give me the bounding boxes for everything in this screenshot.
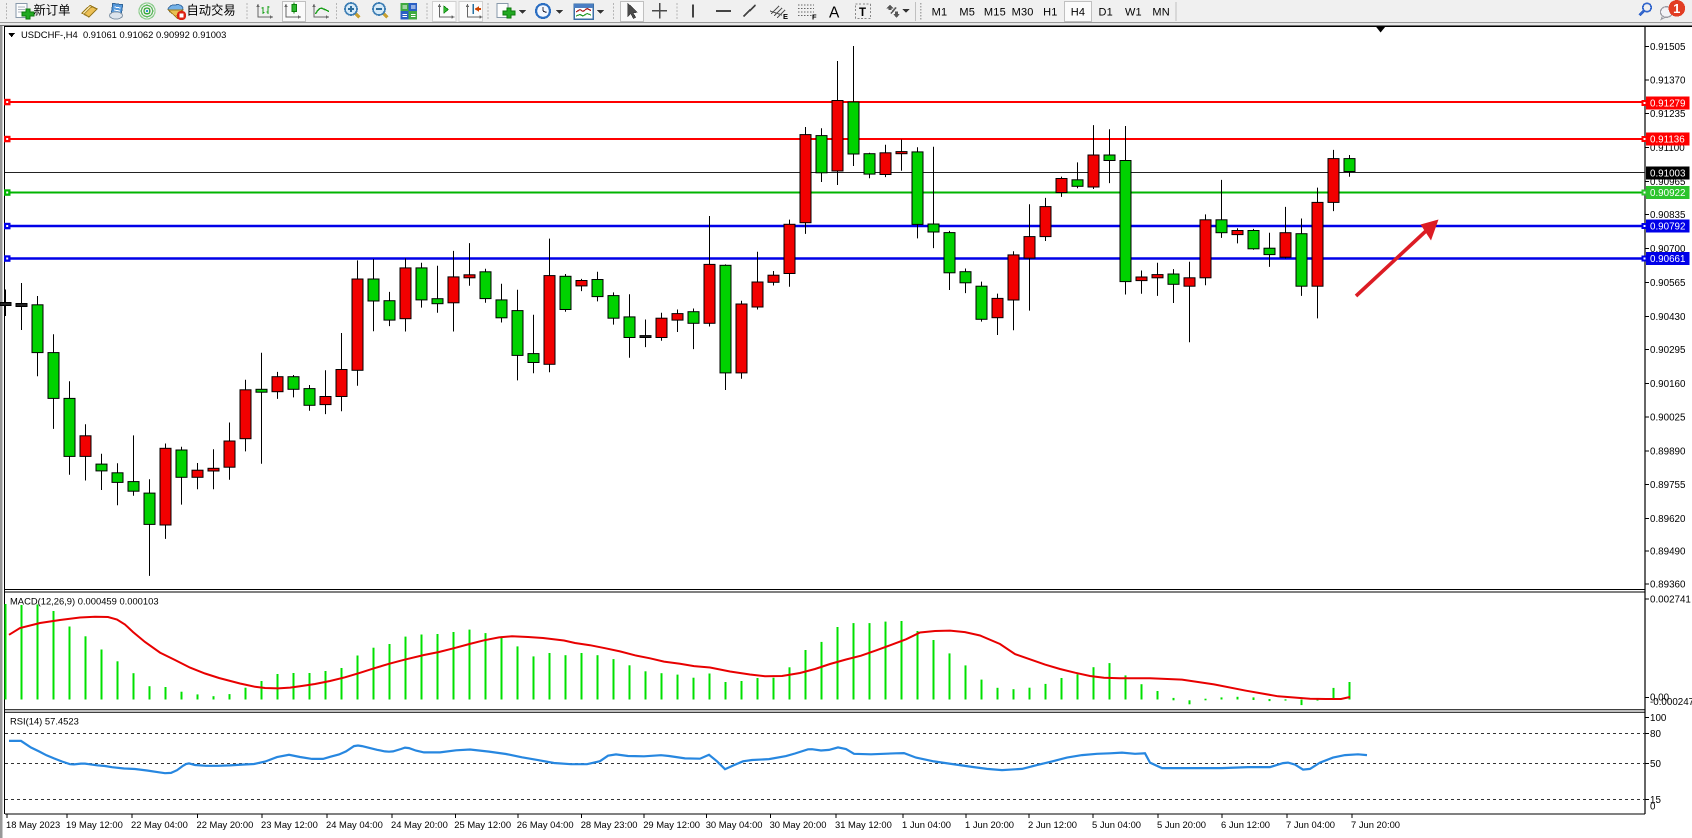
- svg-text:A: A: [829, 5, 840, 22]
- svg-text:0.90025: 0.90025: [1650, 413, 1686, 424]
- svg-text:-0.000247: -0.000247: [1650, 697, 1692, 708]
- svg-text:1: 1: [1673, 1, 1680, 16]
- svg-text:0.90922: 0.90922: [1650, 188, 1685, 199]
- svg-text:H4: H4: [1071, 6, 1085, 18]
- svg-text:1 Jun 04:00: 1 Jun 04:00: [902, 819, 951, 830]
- svg-text:0.90295: 0.90295: [1650, 345, 1686, 356]
- svg-text:30 May 04:00: 30 May 04:00: [706, 819, 763, 830]
- svg-text:0.91235: 0.91235: [1650, 109, 1686, 120]
- svg-text:0.91370: 0.91370: [1650, 76, 1686, 87]
- svg-text:M5: M5: [959, 6, 975, 18]
- svg-text:5 Jun 04:00: 5 Jun 04:00: [1092, 819, 1141, 830]
- svg-text:0.90661: 0.90661: [1650, 254, 1685, 265]
- svg-text:28 May 23:00: 28 May 23:00: [581, 819, 638, 830]
- svg-text:M15: M15: [984, 6, 1006, 18]
- svg-text:24 May 20:00: 24 May 20:00: [391, 819, 448, 830]
- svg-text:19 May 12:00: 19 May 12:00: [66, 819, 123, 830]
- svg-text:5 Jun 20:00: 5 Jun 20:00: [1157, 819, 1206, 830]
- svg-text:7 Jun 20:00: 7 Jun 20:00: [1351, 819, 1400, 830]
- svg-text:0.90565: 0.90565: [1650, 278, 1686, 289]
- svg-text:15: 15: [1650, 795, 1661, 806]
- svg-text:24 May 04:00: 24 May 04:00: [326, 819, 383, 830]
- svg-text:0.90835: 0.90835: [1650, 210, 1686, 221]
- svg-text:0.90792: 0.90792: [1650, 222, 1685, 233]
- svg-text:26 May 04:00: 26 May 04:00: [517, 819, 574, 830]
- svg-text:0.91279: 0.91279: [1650, 99, 1685, 110]
- svg-text:D1: D1: [1098, 6, 1112, 18]
- svg-text:0.89755: 0.89755: [1650, 480, 1686, 491]
- svg-text:0.91003: 0.91003: [1650, 169, 1686, 180]
- svg-text:F: F: [812, 13, 817, 22]
- svg-text:0.89360: 0.89360: [1650, 580, 1686, 591]
- svg-text:0.90160: 0.90160: [1650, 379, 1686, 390]
- svg-text:0.90430: 0.90430: [1650, 312, 1686, 323]
- svg-text:0.91505: 0.91505: [1650, 42, 1686, 53]
- svg-text:USDCHF-,H4 0.91061 0.91062 0.: USDCHF-,H4 0.91061 0.91062 0.90992 0.910…: [21, 29, 226, 40]
- svg-text:MN: MN: [1152, 6, 1170, 18]
- svg-text:22 May 04:00: 22 May 04:00: [131, 819, 188, 830]
- svg-text:100: 100: [1650, 713, 1667, 724]
- svg-text:22 May 20:00: 22 May 20:00: [197, 819, 254, 830]
- svg-text:30 May 20:00: 30 May 20:00: [770, 819, 827, 830]
- svg-text:MACD(12,26,9) 0.000459 0.00010: MACD(12,26,9) 0.000459 0.000103: [10, 596, 159, 607]
- svg-text:29 May 12:00: 29 May 12:00: [643, 819, 700, 830]
- svg-text:M1: M1: [932, 6, 948, 18]
- svg-text:0: 0: [1650, 802, 1656, 813]
- svg-text:0.89620: 0.89620: [1650, 514, 1686, 525]
- svg-text:0.90965: 0.90965: [1650, 177, 1686, 188]
- svg-text:31 May 12:00: 31 May 12:00: [835, 819, 892, 830]
- svg-text:23 May 12:00: 23 May 12:00: [261, 819, 318, 830]
- svg-text:0.91136: 0.91136: [1650, 135, 1685, 146]
- svg-text:0.91100: 0.91100: [1650, 143, 1685, 154]
- svg-text:W1: W1: [1125, 6, 1142, 18]
- svg-text:RSI(14) 57.4523: RSI(14) 57.4523: [10, 716, 79, 727]
- svg-text:0.89890: 0.89890: [1650, 447, 1686, 458]
- svg-text:50: 50: [1650, 759, 1661, 770]
- svg-text:0.002741: 0.002741: [1650, 595, 1691, 606]
- svg-text:E: E: [783, 12, 788, 21]
- svg-text:自动交易: 自动交易: [187, 2, 236, 17]
- svg-text:H1: H1: [1043, 6, 1057, 18]
- svg-text:新订单: 新订单: [34, 2, 71, 17]
- svg-text:2 Jun 12:00: 2 Jun 12:00: [1028, 819, 1077, 830]
- svg-text:18 May 2023: 18 May 2023: [6, 819, 60, 830]
- svg-text:7 Jun 04:00: 7 Jun 04:00: [1286, 819, 1335, 830]
- svg-text:0.00: 0.00: [1650, 693, 1670, 704]
- svg-text:M30: M30: [1012, 6, 1034, 18]
- svg-text:T: T: [859, 7, 866, 19]
- svg-text:80: 80: [1650, 729, 1661, 740]
- svg-text:25 May 12:00: 25 May 12:00: [454, 819, 511, 830]
- svg-text:1 Jun 20:00: 1 Jun 20:00: [965, 819, 1014, 830]
- svg-text:0.89490: 0.89490: [1650, 547, 1686, 558]
- svg-text:6 Jun 12:00: 6 Jun 12:00: [1221, 819, 1270, 830]
- svg-text:0.90700: 0.90700: [1650, 244, 1686, 255]
